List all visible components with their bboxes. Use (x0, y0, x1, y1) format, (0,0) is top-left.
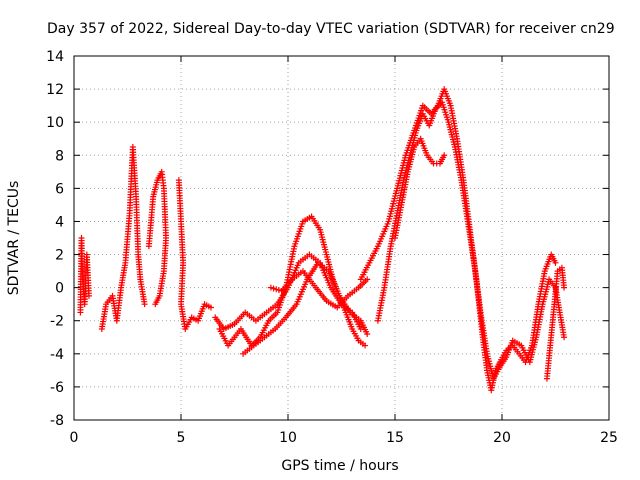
series-trace-11 (392, 135, 448, 241)
x-tick-label: 0 (70, 430, 79, 446)
data-point (561, 334, 568, 341)
y-tick-label: 2 (55, 248, 64, 264)
series-trace-3 (145, 168, 170, 308)
x-tick-label: 5 (177, 430, 186, 446)
y-axis-label: SDTVAR / TECUs (6, 181, 22, 296)
data-point (561, 284, 568, 291)
y-tick-label: -4 (50, 347, 64, 363)
series-trace-9 (357, 86, 559, 394)
y-tick-label: 10 (46, 115, 64, 131)
grid-lines (74, 56, 609, 420)
y-tick-label: 12 (46, 82, 64, 98)
x-tick-label: 15 (386, 430, 404, 446)
plot-frame (73, 55, 610, 421)
data-marks (77, 86, 568, 394)
data-point (141, 301, 148, 308)
y-tick-label: 14 (46, 49, 64, 65)
x-tick-label: 25 (600, 430, 618, 446)
data-point (441, 152, 448, 159)
data-point (362, 342, 369, 349)
axis-ticks: 0 5 10 15 20 25 -8 -6 -4 -2 0 2 4 6 8 10 12 14 (46, 49, 618, 446)
y-tick-label: -2 (50, 314, 64, 330)
series-trace-10 (374, 99, 568, 382)
series-trace-2 (98, 144, 148, 332)
data-point (273, 286, 280, 293)
series-trace-4 (175, 177, 214, 332)
series-trace-12 (543, 264, 568, 382)
data-point (364, 330, 371, 337)
data-point (267, 284, 274, 291)
data-point (85, 292, 92, 299)
series-trace-1 (77, 235, 92, 316)
y-tick-label: 4 (55, 214, 64, 230)
x-axis-label: GPS time / hours (281, 458, 398, 474)
y-tick-label: 8 (55, 148, 64, 164)
data-point (275, 287, 282, 294)
data-point (364, 276, 371, 283)
series-trace-6 (212, 251, 364, 332)
series-trace-8 (267, 268, 371, 311)
data-point (552, 259, 559, 266)
data-point (152, 301, 159, 308)
x-tick-label: 20 (493, 430, 511, 446)
data-point (270, 285, 277, 292)
y-tick-label: -6 (50, 380, 64, 396)
y-tick-label: 6 (55, 181, 64, 197)
data-point (207, 304, 214, 311)
chart-title: Day 357 of 2022, Sidereal Day-to-day VTE… (47, 21, 615, 37)
x-tick-label: 10 (279, 430, 297, 446)
y-tick-label: -8 (50, 413, 64, 429)
y-tick-label: 0 (55, 281, 64, 297)
